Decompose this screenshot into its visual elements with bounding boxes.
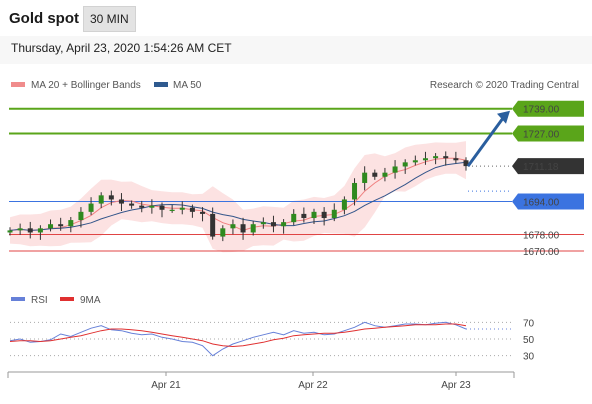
candle-body (17, 228, 23, 231)
candle-body (341, 199, 347, 210)
x-axis-labels: Apr 21 Apr 22 Apr 23 (151, 372, 471, 391)
candlestick-series (7, 151, 469, 242)
header-bar: Gold spot 30 MIN (0, 0, 592, 36)
rsi-panel: 30 50 70 (9, 318, 535, 363)
level-label-1670.00: 1670.00 (523, 247, 560, 258)
rsi-tick-70: 70 (523, 318, 535, 329)
ma50-legend-swatch (154, 82, 168, 87)
instrument-title: Gold spot (9, 10, 79, 27)
candle-body (108, 195, 114, 200)
rsi-tick-30: 30 (523, 352, 535, 363)
candle-body (159, 205, 165, 210)
ma50-legend-label: MA 50 (173, 80, 202, 91)
candle-body (362, 172, 368, 183)
candle-body (402, 162, 408, 167)
candle-body (412, 160, 418, 163)
candle-body (149, 205, 155, 208)
price-chart: MA 20 + Bollinger Bands MA 50 Research ©… (7, 80, 584, 391)
candle-body (200, 211, 206, 214)
forecast-arrow (466, 110, 510, 167)
candle-body (372, 172, 378, 177)
level-label-1678.00: 1678.00 (523, 231, 560, 242)
candle-body (281, 222, 287, 227)
ma20-line (9, 157, 467, 231)
candle-body (68, 220, 74, 227)
level-lines (9, 107, 584, 252)
candle-body (139, 205, 145, 208)
ma50-line (9, 161, 467, 231)
candle-body (311, 211, 317, 219)
candle-body (27, 228, 33, 233)
candle-body (443, 156, 449, 159)
candle-body (118, 199, 124, 204)
level-tag-1739.00 (512, 100, 584, 117)
candle-body (37, 228, 43, 233)
candle-body (463, 160, 469, 167)
candle-body (169, 209, 175, 211)
rsi-tick-50: 50 (523, 335, 535, 346)
candle-body (179, 207, 185, 210)
x-axis-label: Apr 21 (151, 380, 181, 391)
candle-body (189, 207, 195, 212)
forecast-arrow-shaft (466, 115, 506, 167)
moving-averages (9, 157, 467, 231)
candle-body (301, 213, 307, 219)
candle-body (433, 156, 439, 159)
timestamp: Thursday, April 23, 2020 1:54:26 AM CET (11, 41, 232, 55)
candle-body (321, 211, 327, 219)
candle-body (260, 222, 266, 225)
level-label-1739.00: 1739.00 (523, 105, 560, 116)
candle-body (453, 158, 459, 161)
bollinger-band-area (10, 141, 466, 253)
candle-body (240, 224, 246, 233)
candle-body (270, 222, 276, 227)
bollinger-band (10, 141, 466, 253)
rsi-ma9-line (9, 323, 467, 348)
candle-body (422, 158, 428, 161)
candle-body (352, 182, 358, 200)
rsi-legend-label: RSI (31, 295, 48, 306)
x-axis-label: Apr 23 (441, 380, 471, 391)
level-label-1694.00: 1694.00 (523, 198, 560, 209)
forecast-arrow-head (497, 110, 510, 124)
ma20-legend-label: MA 20 + Bollinger Bands (31, 80, 141, 91)
level-labels: 1739.00 1727.00 1711.18 1694.00 1678.00 1670.… (512, 100, 584, 258)
candle-body (88, 203, 94, 212)
candle-body (382, 172, 388, 177)
level-tag-1711.18 (512, 158, 584, 175)
level-tag-1727.00 (512, 125, 584, 142)
candle-body (250, 224, 256, 233)
candle-body (220, 228, 226, 237)
candle-body (230, 224, 236, 229)
candle-body (7, 230, 13, 233)
candle-body (78, 211, 84, 221)
candle-body (291, 213, 297, 223)
x-axis-label: Apr 22 (298, 380, 328, 391)
interval-button[interactable]: 30 MIN (83, 6, 136, 32)
candle-body (48, 224, 54, 229)
candle-body (331, 209, 337, 219)
level-tag-1694.00 (512, 193, 584, 210)
rsi-legend-swatch (11, 297, 25, 301)
ma9-legend-swatch (60, 297, 74, 301)
candle-body (129, 203, 135, 206)
level-label-1727.00: 1727.00 (523, 129, 560, 140)
candle-body (210, 213, 216, 237)
candle-body (58, 224, 64, 227)
candle-body (98, 195, 104, 204)
ma20-legend-swatch (11, 82, 25, 87)
ma9-legend-label: 9MA (80, 295, 101, 306)
candle-body (392, 166, 398, 173)
level-label-1711.18: 1711.18 (523, 162, 559, 173)
timestamp-bar: Thursday, April 23, 2020 1:54:26 AM CET (0, 36, 592, 64)
credit-text: Research © 2020 Trading Central (430, 80, 579, 91)
